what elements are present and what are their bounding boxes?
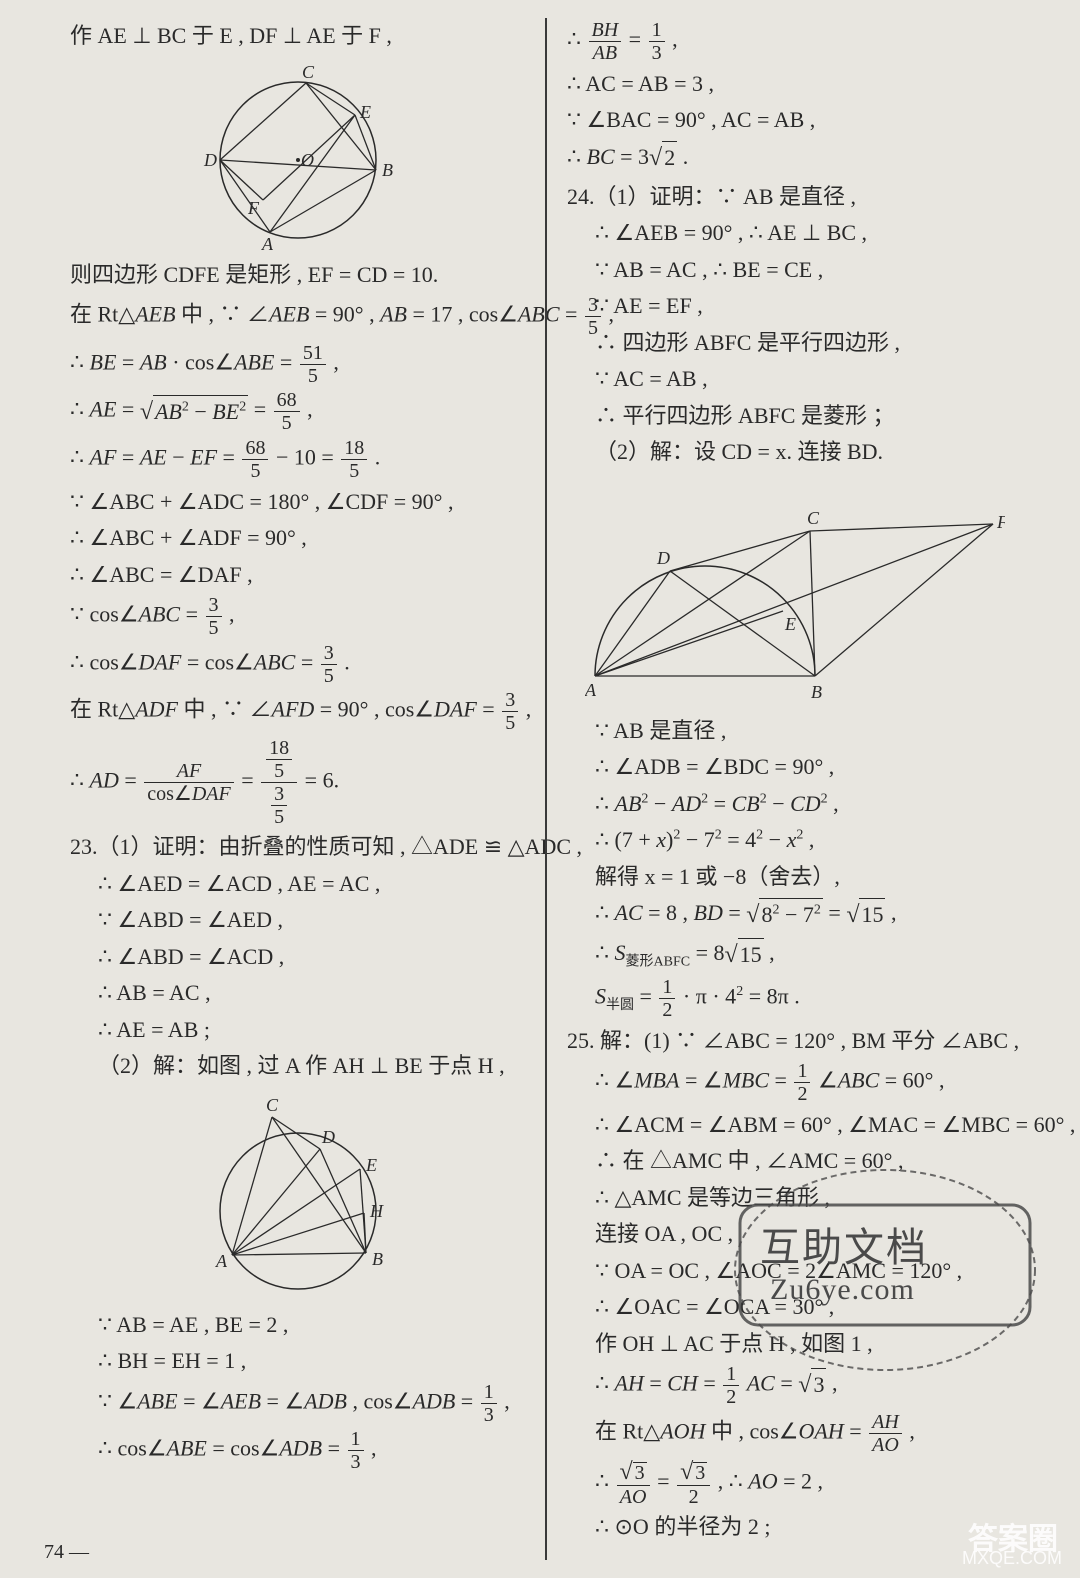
text-line: ∴ BH = EH = 1 , [70, 1345, 525, 1377]
text-line: ∴ ∠AEB = 90° , ∴ AE ⊥ BC , [567, 217, 1022, 249]
text-line: ∴ 平行四边形 ABFC 是菱形 ； [567, 400, 1022, 432]
svg-text:C: C [807, 508, 820, 528]
svg-text:A: A [261, 234, 274, 250]
text-line: ∴ ∠ABD = ∠ACD , [70, 941, 525, 973]
text-line: ∵ ∠BAC = 90° , AC = AB , [567, 104, 1022, 136]
figure-fold-circle: C D E A B H [188, 1091, 408, 1301]
text-line: ∴ AE = AB2 − BE2 = 685 , [70, 390, 525, 433]
text-line: ∵ AC = AB , [567, 363, 1022, 395]
text-line: ∴ ∠ACM = ∠ABM = 60° , ∠MAC = ∠MBC = 60° … [567, 1109, 1022, 1141]
text-line: ∴ AB = AC , [70, 977, 525, 1009]
text-line: ∴ ∠ADB = ∠BDC = 90° , [567, 751, 1022, 783]
svg-text:H: H [369, 1201, 384, 1221]
text-line: 在 Rt△AOH 中 , cos∠OAH = AHAO , [567, 1412, 1022, 1455]
text-line: ∴ 3AO = 32 , ∴ AO = 2 , [567, 1460, 1022, 1507]
text-line: 24.（1）证明：∵ AB 是直径 , [567, 181, 1022, 213]
stamp-overlay: 互助文档 Zu6ye.com [720, 1155, 1050, 1385]
text-line: 作 AE ⊥ BC 于 E , DF ⊥ AE 于 F , [70, 20, 525, 52]
text-line: ∴ AB2 − AD2 = CB2 − CD2 , [567, 788, 1022, 820]
text-line: ∵ AE = EF , [567, 290, 1022, 322]
text-line: ∴ BE = AB · cos∠ABE = 515 , [70, 343, 525, 386]
svg-text:D: D [321, 1127, 335, 1147]
text-line: ∴ S菱形ABFC = 815 , [567, 937, 1022, 973]
text-line: ∴ BHAB = 13 , [567, 20, 1022, 63]
text-line: 在 Rt△ADF 中 , ∵ ∠AFD = 90° , cos∠DAF = 35… [70, 690, 525, 733]
figure-semicircle-rhombus: A B C D E F [585, 476, 1005, 706]
svg-text:E: E [784, 614, 796, 634]
text-line: 23.（1）证明：由折叠的性质可知 , △ADE ≌ △ADC , [70, 831, 525, 863]
stamp-url: Zu6ye.com [770, 1273, 915, 1307]
svg-text:A: A [585, 680, 597, 700]
text-line: ∴ ∠ABC = ∠DAF , [70, 559, 525, 591]
svg-text:D: D [656, 548, 670, 568]
text-line: ∵ ∠ABC + ∠ADC = 180° , ∠CDF = 90° , [70, 486, 525, 518]
svg-text:B: B [811, 682, 822, 702]
text-line: ∴ BC = 32 . [567, 141, 1022, 176]
svg-text:D: D [203, 150, 217, 170]
text-line: ∵ AB 是直径 , [567, 715, 1022, 747]
watermark: 答案圈 MXQE.COM [922, 1514, 1062, 1570]
text-line: ∴ cos∠DAF = cos∠ABC = 35 . [70, 643, 525, 686]
text-line: ∵ AB = AE , BE = 2 , [70, 1309, 525, 1341]
svg-text:B: B [372, 1249, 383, 1269]
text-line: ∴ AC = 8 , BD = 82 − 72 = 15 , [567, 897, 1022, 932]
text-line: ∴ 四边形 ABFC 是平行四边形 , [567, 327, 1022, 359]
text-line: ∴ cos∠ABE = cos∠ADB = 13 , [70, 1429, 525, 1472]
svg-text:A: A [215, 1251, 228, 1271]
text-line: 25. 解：(1) ∵ ∠ABC = 120° , BM 平分 ∠ABC , [567, 1025, 1022, 1057]
text-line: ∴ (7 + x)2 − 72 = 42 − x2 , [567, 824, 1022, 856]
watermark-line2: MXQE.COM [962, 1548, 1062, 1569]
text-line: ∴ AE = AB ; [70, 1014, 525, 1046]
text-line: 在 Rt△AEB 中 , ∵ ∠AEB = 90° , AB = 17 , co… [70, 295, 525, 338]
svg-text:F: F [247, 198, 260, 218]
text-line: ∴ ∠AED = ∠ACD , AE = AC , [70, 868, 525, 900]
svg-text:O: O [301, 150, 314, 170]
text-line: 解得 x = 1 或 −8（舍去）, [567, 861, 1022, 893]
text-line: ∵ ∠ABE = ∠AEB = ∠ADB , cos∠ADB = 13 , [70, 1382, 525, 1425]
text-line: ∴ ∠ABC + ∠ADF = 90° , [70, 522, 525, 554]
figure-circle-quadrilateral: C E D O B F A [198, 60, 398, 250]
svg-text:C: C [266, 1095, 279, 1115]
text-line: ∴ AD = AFcos∠DAF = 18535 = 6. [70, 738, 525, 827]
page-number: 74 — [44, 1541, 89, 1564]
text-line: ∴ ∠MBA = ∠MBC = 12 ∠ABC = 60° , [567, 1061, 1022, 1104]
text-line: ∵ ∠ABD = ∠AED , [70, 904, 525, 936]
svg-text:E: E [359, 102, 371, 122]
svg-text:F: F [996, 512, 1005, 532]
text-line: ∴ AF = AE − EF = 685 − 10 = 185 . [70, 438, 525, 481]
svg-text:B: B [382, 160, 393, 180]
text-line: （2）解：如图 , 过 A 作 AH ⊥ BE 于点 H , [70, 1050, 525, 1082]
left-column: 作 AE ⊥ BC 于 E , DF ⊥ AE 于 F , C E D O B F A [70, 18, 545, 1560]
text-line: （2）解：设 CD = x. 连接 BD. [567, 436, 1022, 468]
svg-text:C: C [302, 62, 315, 82]
text-line: ∵ cos∠ABC = 35 , [70, 595, 525, 638]
text-line: ∵ AB = AC , ∴ BE = CE , [567, 254, 1022, 286]
text-line: 则四边形 CDFE 是矩形 , EF = CD = 10. [70, 259, 525, 291]
text-line: S半圆 = 12 · π · 42 = 8π . [567, 977, 1022, 1020]
text-line: ∴ AC = AB = 3 , [567, 68, 1022, 100]
svg-text:E: E [365, 1155, 377, 1175]
stamp-text: 互助文档 [760, 1215, 928, 1273]
